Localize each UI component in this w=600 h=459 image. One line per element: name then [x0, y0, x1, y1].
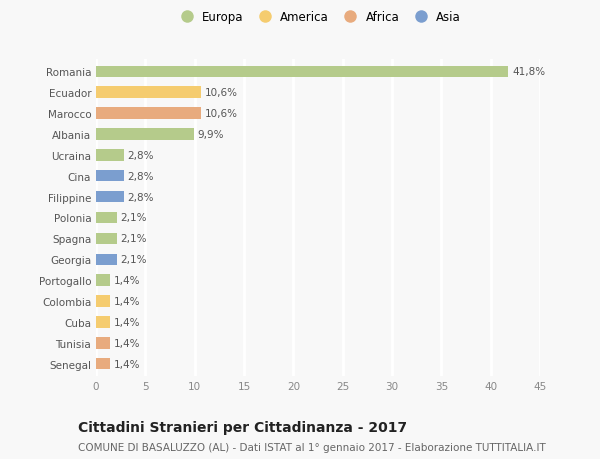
Text: COMUNE DI BASALUZZO (AL) - Dati ISTAT al 1° gennaio 2017 - Elaborazione TUTTITAL: COMUNE DI BASALUZZO (AL) - Dati ISTAT al…: [78, 442, 546, 452]
Text: 2,8%: 2,8%: [128, 151, 154, 161]
Text: 2,1%: 2,1%: [121, 255, 147, 265]
Text: 41,8%: 41,8%: [512, 67, 545, 77]
Bar: [96, 213, 117, 224]
Bar: [96, 150, 124, 161]
Bar: [96, 358, 110, 369]
Bar: [96, 233, 117, 245]
Bar: [96, 275, 110, 286]
Text: Cittadini Stranieri per Cittadinanza - 2017: Cittadini Stranieri per Cittadinanza - 2…: [78, 420, 407, 434]
Text: 2,8%: 2,8%: [128, 171, 154, 181]
Bar: [96, 108, 200, 120]
Text: 2,1%: 2,1%: [121, 213, 147, 223]
Text: 2,1%: 2,1%: [121, 234, 147, 244]
Legend: Europa, America, Africa, Asia: Europa, America, Africa, Asia: [173, 9, 463, 26]
Bar: [96, 337, 110, 349]
Bar: [96, 296, 110, 307]
Text: 1,4%: 1,4%: [114, 297, 140, 306]
Bar: [96, 191, 124, 203]
Bar: [96, 171, 124, 182]
Text: 1,4%: 1,4%: [114, 338, 140, 348]
Bar: [96, 254, 117, 265]
Text: 10,6%: 10,6%: [205, 109, 238, 119]
Text: 1,4%: 1,4%: [114, 317, 140, 327]
Bar: [96, 129, 194, 140]
Text: 9,9%: 9,9%: [197, 130, 224, 140]
Text: 1,4%: 1,4%: [114, 275, 140, 285]
Text: 2,8%: 2,8%: [128, 192, 154, 202]
Bar: [96, 87, 200, 99]
Bar: [96, 67, 508, 78]
Bar: [96, 316, 110, 328]
Text: 10,6%: 10,6%: [205, 88, 238, 98]
Text: 1,4%: 1,4%: [114, 359, 140, 369]
